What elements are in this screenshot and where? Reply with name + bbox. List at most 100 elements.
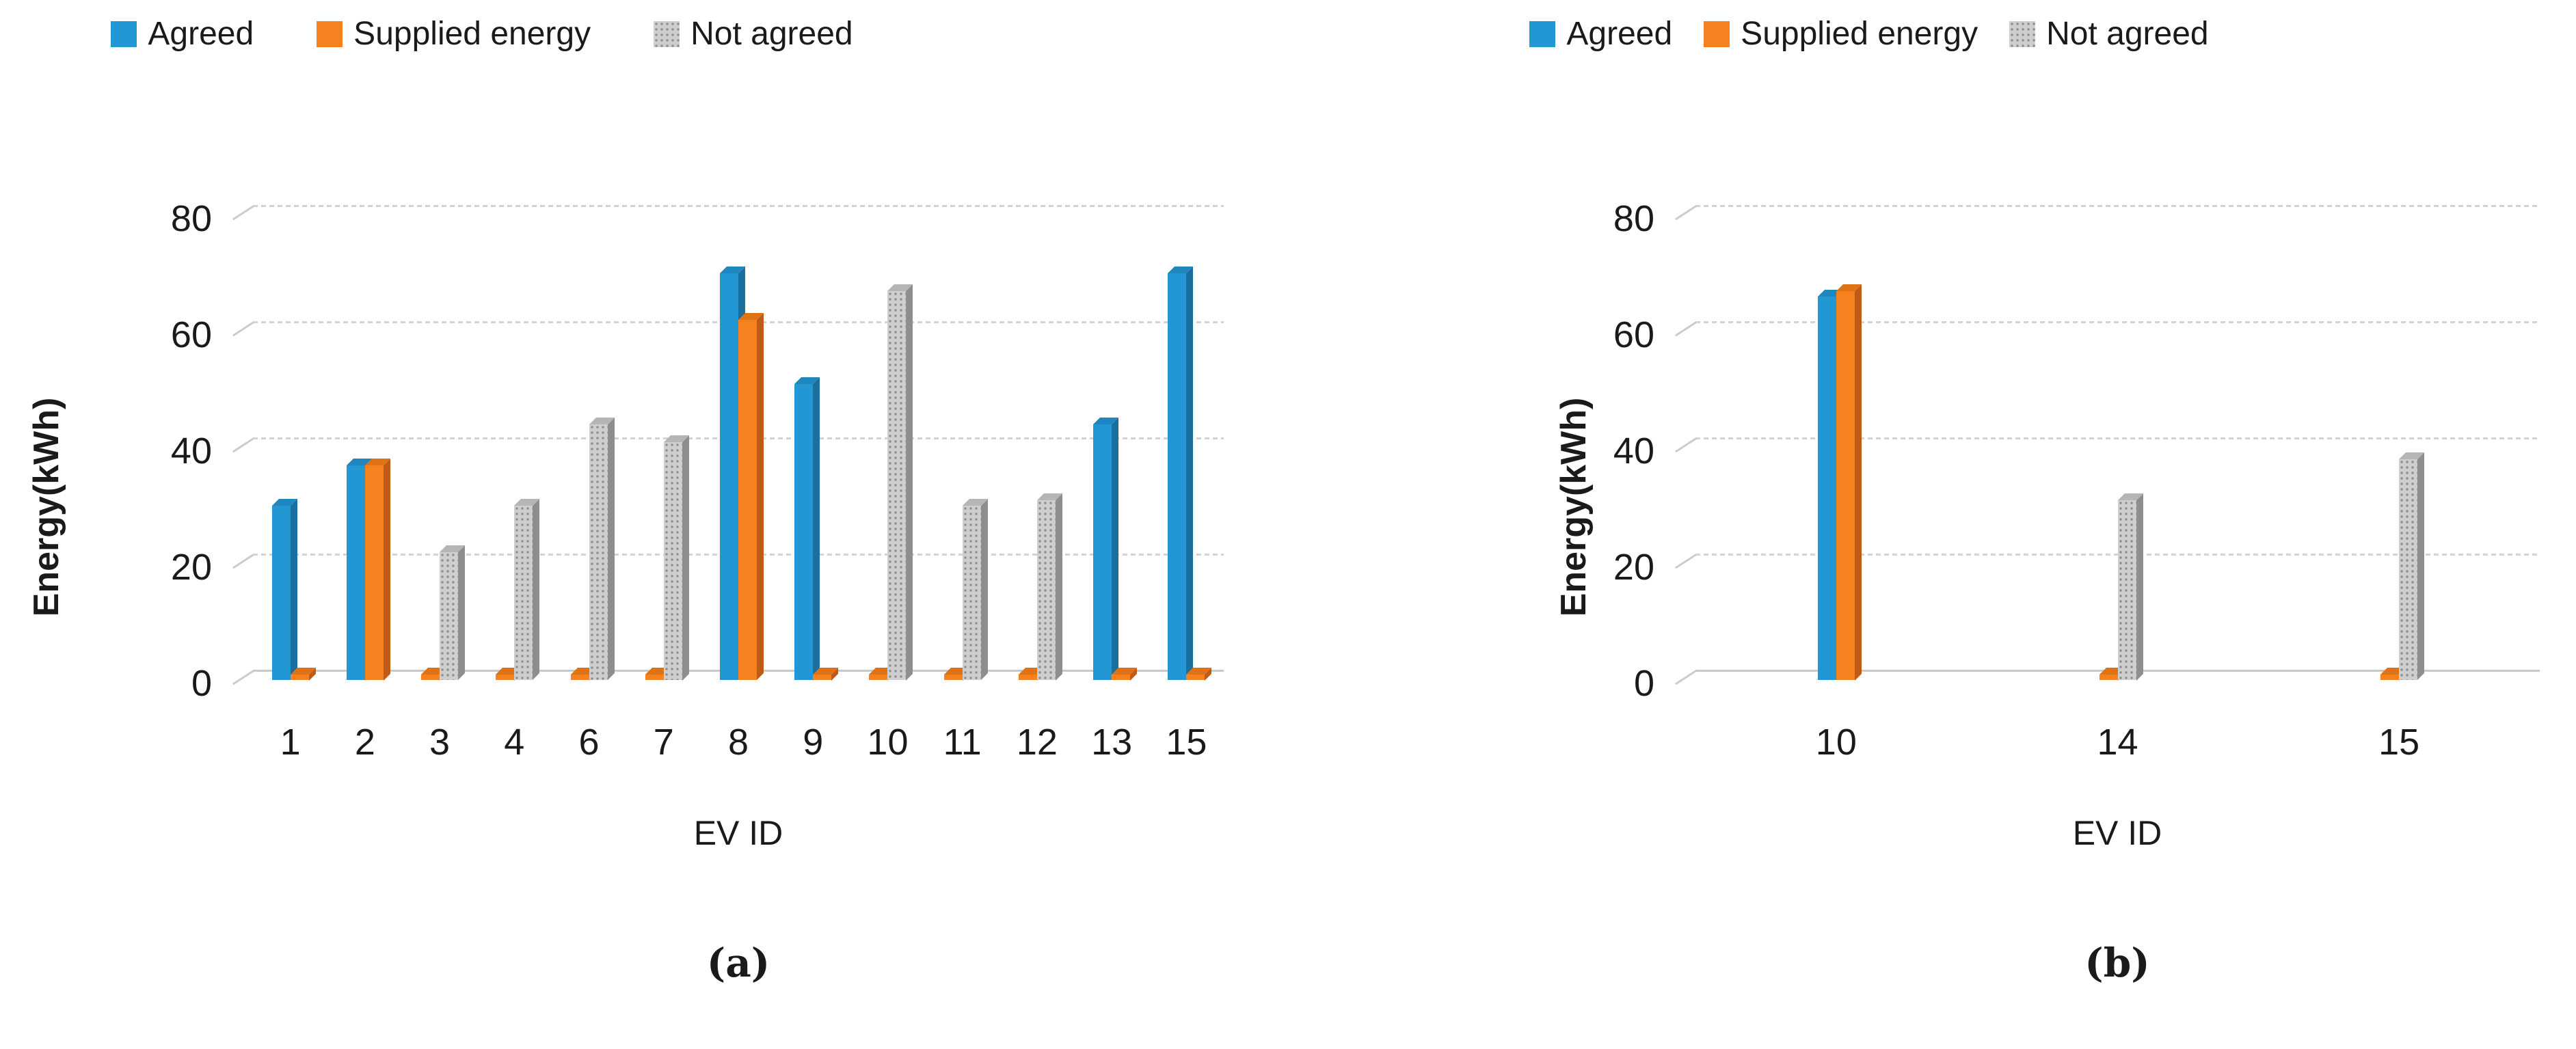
bar-side-face (533, 499, 540, 680)
x-axis-title: EV ID (693, 814, 783, 852)
gridline-60 (1674, 321, 2540, 337)
bar-not-agreed-ev4 (514, 499, 540, 680)
bar-agreed-ev8 (720, 267, 745, 680)
bar-side-face (607, 418, 615, 680)
legend-item-supplied-energy: Supplied energy (1704, 15, 1978, 53)
legend-item-agreed: Agreed (1529, 15, 1672, 53)
x-category-label-11: 11 (943, 722, 982, 763)
bar-front-face (2380, 674, 2400, 680)
chart-panel-a: Agreed Supplied energy Not agreed Energy(k… (27, 15, 1224, 986)
bar-side-face (290, 499, 297, 680)
bar-front-face (645, 674, 664, 680)
bar-front-face (346, 465, 365, 680)
bar-supplied-energy-ev11 (943, 667, 969, 680)
chart-panel-b: Agreed Supplied energy Not agreed Energy(k… (1292, 0, 2576, 1049)
gridline-80 (1674, 205, 2540, 221)
y-tick-label-80: 80 (1613, 198, 1654, 239)
y-tick-label-80: 80 (170, 198, 212, 239)
bar-side-face (1112, 418, 1119, 680)
bar-agreed-ev13 (1093, 418, 1119, 680)
gridline-bevel (232, 670, 254, 685)
bar-front-face (589, 424, 608, 680)
bar-side-face (2417, 452, 2425, 680)
bar-supplied-energy-ev2 (364, 458, 390, 680)
x-category-label-7: 7 (653, 722, 674, 763)
bar-front-face (962, 506, 981, 680)
bar-supplied-energy-ev7 (645, 667, 671, 680)
y-tick-label-0: 0 (1633, 663, 1654, 704)
x-category-label-3: 3 (429, 722, 451, 763)
bar-side-face (906, 284, 913, 680)
bar-supplied-energy-ev3 (421, 667, 447, 680)
bar-front-face (1018, 674, 1037, 680)
bar-front-face (943, 674, 963, 680)
y-tick-label-0: 0 (191, 663, 212, 704)
gridline-bevel (1674, 321, 1697, 337)
panel-caption: (b) (2084, 940, 2150, 986)
bar-side-face (1055, 493, 1062, 680)
x-category-label-13: 13 (1091, 722, 1133, 763)
panel-caption: (a) (706, 940, 770, 986)
bar-front-face (271, 506, 291, 680)
legend-item-not-agreed: Not agreed (2009, 15, 2209, 53)
legend-label: Not agreed (690, 16, 853, 52)
bar-front-face (1186, 674, 1205, 680)
bar-not-agreed-ev15 (2399, 452, 2425, 680)
legend-swatch-not-agreed (2009, 21, 2036, 47)
bar-front-face (440, 552, 459, 680)
bar-front-face (2117, 500, 2136, 680)
bar-front-face (794, 383, 814, 680)
bar-agreed-ev1 (271, 499, 297, 680)
gridline-bevel (232, 554, 254, 569)
gridline-80 (232, 205, 1224, 221)
gridline-bevel (1674, 437, 1697, 453)
bar-side-face (980, 499, 988, 680)
bar-front-face (1093, 424, 1112, 680)
bar-front-face (813, 674, 832, 680)
bar-front-face (290, 674, 309, 680)
y-tick-label-60: 60 (170, 314, 212, 355)
bar-supplied-energy-ev4 (496, 667, 522, 680)
legend-swatch-agreed (111, 21, 137, 47)
gridline-bevel (1674, 554, 1697, 569)
bar-agreed-ev15 (1168, 267, 1194, 680)
bar-side-face (383, 458, 390, 680)
bar-side-face (1186, 267, 1194, 680)
legend-label: Agreed (1566, 16, 1673, 52)
bar-supplied-energy-ev13 (1112, 667, 1138, 680)
bar-supplied-energy-ev12 (1018, 667, 1044, 680)
legend-label: Supplied energy (1741, 16, 1978, 52)
x-category-label-12: 12 (1016, 722, 1058, 763)
bar-supplied-energy-ev6 (570, 667, 596, 680)
bar-supplied-energy-ev15 (2380, 667, 2406, 680)
legend-label: Agreed (148, 16, 254, 52)
bar-side-face (2136, 493, 2143, 680)
legend-swatch-agreed (1529, 21, 1556, 47)
bar-front-face (421, 674, 440, 680)
bar-not-agreed-ev7 (663, 435, 689, 680)
y-axis-title: Energy(kWh) (27, 397, 66, 617)
y-tick-label-20: 20 (1613, 547, 1654, 588)
gridline-bevel (232, 437, 254, 453)
legend-swatch-not-agreed (654, 21, 680, 47)
legend-item-supplied-energy: Supplied energy (317, 15, 591, 53)
legend-label: Not agreed (2046, 16, 2209, 52)
bar-not-agreed-ev6 (589, 418, 615, 680)
bar-front-face (496, 674, 515, 680)
gridline-bevel (1674, 670, 1697, 685)
gridline-40 (1674, 437, 2540, 453)
legend-item-agreed: Agreed (111, 15, 254, 53)
bar-supplied-energy-ev8 (738, 313, 764, 680)
bar-side-face (813, 377, 820, 680)
bar-side-face (757, 313, 764, 680)
x-category-label-6: 6 (578, 722, 600, 763)
bar-agreed-ev9 (794, 377, 820, 680)
gridline-bevel (232, 205, 254, 221)
y-tick-label-40: 40 (1613, 431, 1654, 472)
bar-front-face (1836, 290, 1855, 680)
gridline-bevel (232, 321, 254, 337)
x-category-label-10: 10 (867, 722, 909, 763)
bar-side-face (682, 435, 689, 680)
bar-front-face (514, 506, 533, 680)
